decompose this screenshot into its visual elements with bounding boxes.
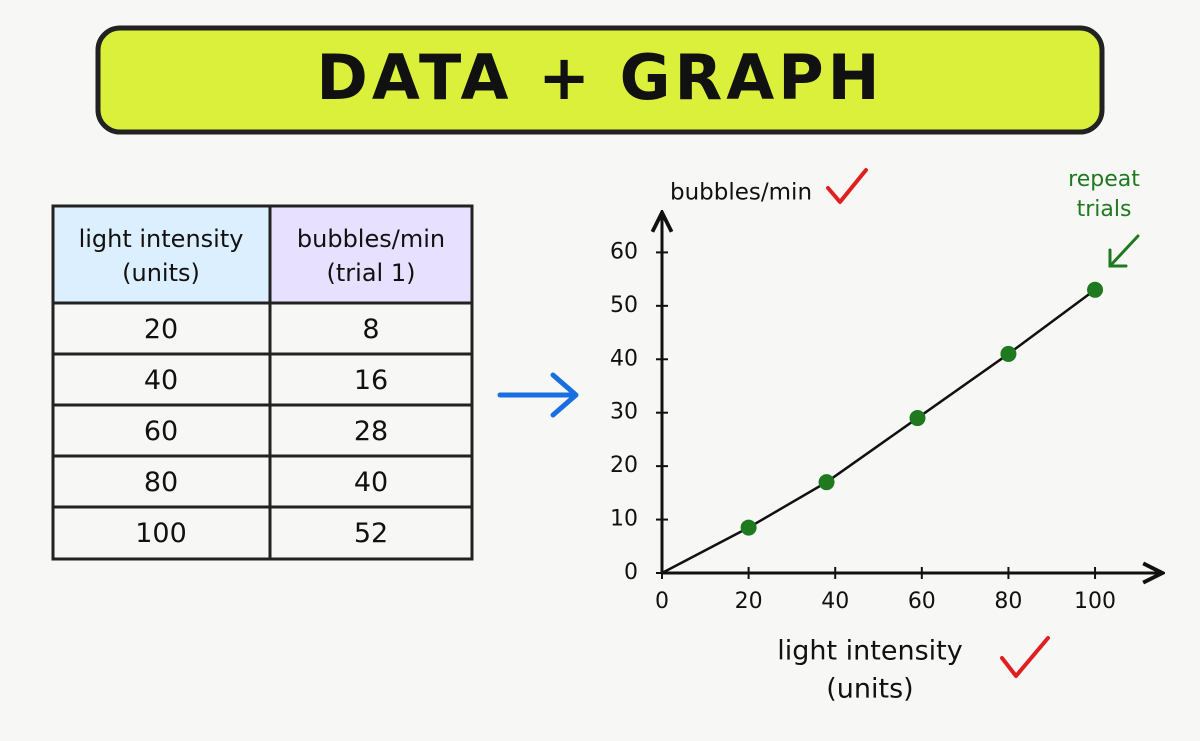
annotation: repeat (1068, 167, 1140, 192)
cell-text: 60 (144, 416, 178, 447)
annotation-arrow (1108, 234, 1140, 268)
cell-text: 100 (135, 518, 187, 549)
title: DATA + GRAPH (316, 41, 883, 114)
x-axis-label: (units) (826, 674, 913, 705)
cell-text: 80 (144, 467, 178, 498)
y-axis-label: bubbles/min (670, 180, 812, 206)
cell-text: 16 (354, 365, 388, 396)
header-cell-bg (53, 206, 270, 303)
header-cell-bg (270, 206, 472, 303)
header-text: (units) (122, 259, 200, 287)
x-tick-label: 0 (655, 589, 669, 614)
header-text: (trial 1) (327, 259, 416, 287)
x-tick-label: 20 (735, 589, 763, 614)
x-axis-label: light intensity (777, 636, 963, 667)
cell-text: 52 (354, 518, 388, 549)
cell-text: 20 (144, 314, 178, 345)
y-tick-label: 40 (610, 346, 638, 371)
title-banner (95, 25, 1105, 135)
data-point (1087, 281, 1104, 298)
trend-line (747, 288, 1096, 529)
x-tick-label: 40 (821, 589, 849, 614)
table (51, 204, 474, 561)
y-tick-label: 50 (610, 293, 638, 318)
cell-text: 40 (144, 365, 178, 396)
header-text: bubbles/min (297, 225, 445, 253)
flow-arrow (497, 372, 579, 418)
data-point (740, 519, 757, 536)
data-point (909, 410, 926, 427)
check-mark (1000, 636, 1050, 678)
header-text: light intensity (79, 225, 244, 253)
y-tick-label: 0 (624, 560, 638, 585)
x-tick-label: 100 (1074, 589, 1116, 614)
y-tick-label: 60 (610, 239, 638, 264)
check-mark (826, 168, 868, 204)
cell-text: 28 (354, 416, 388, 447)
x-tick-label: 80 (994, 589, 1022, 614)
y-tick-label: 10 (610, 507, 638, 532)
data-point (818, 474, 835, 491)
cell-text: 40 (354, 467, 388, 498)
annotation: trials (1077, 197, 1132, 222)
trend-start (661, 526, 750, 575)
y-tick-label: 30 (610, 400, 638, 425)
x-tick-label: 60 (908, 589, 936, 614)
y-tick-label: 20 (610, 453, 638, 478)
data-point (1000, 345, 1017, 362)
cell-text: 8 (362, 314, 379, 345)
table-border (51, 204, 474, 561)
